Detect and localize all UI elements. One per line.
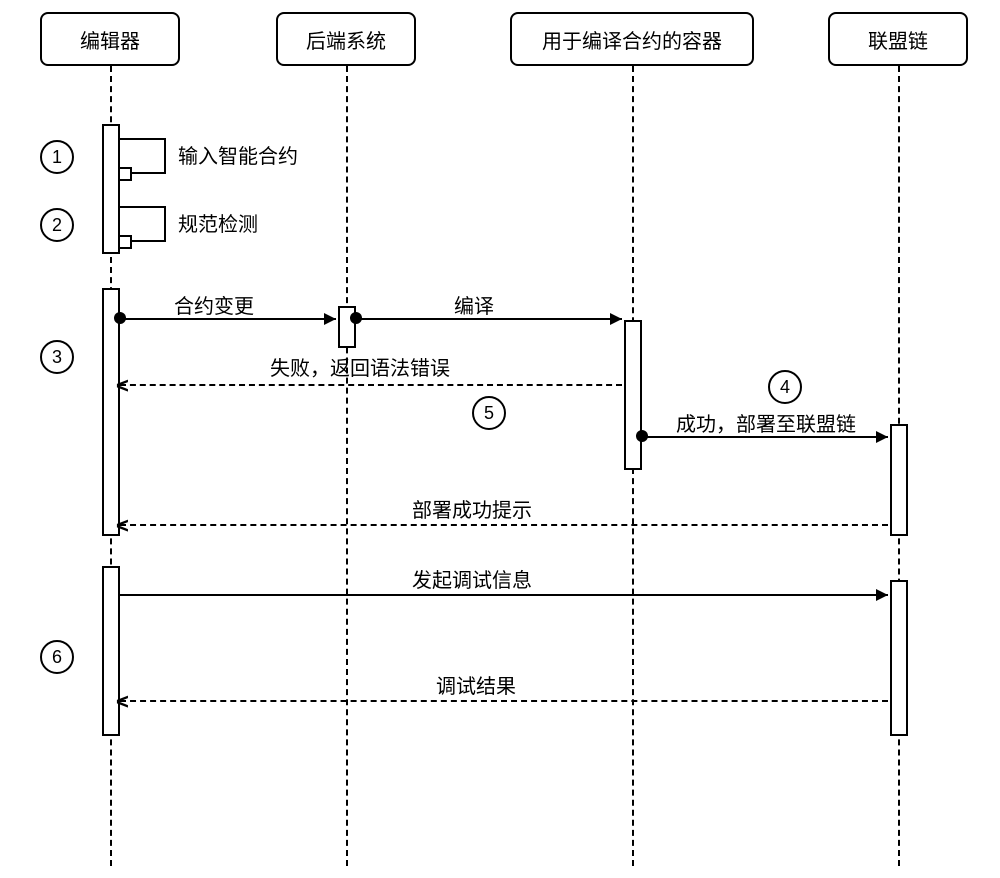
message-origin-dot [114,312,126,324]
message-origin-dot [636,430,648,442]
message-label: 成功，部署至联盟链 [676,408,856,437]
step-marker-5: 5 [472,396,506,430]
self-message-label: 规范检测 [178,208,258,237]
arrow-head-open-icon: < [116,373,129,399]
arrow-head-open-icon: < [116,689,129,715]
message-m5 [120,524,888,526]
arrow-head-open-icon: < [116,513,129,539]
step-marker-2: 2 [40,208,74,242]
step-marker-6: 6 [40,640,74,674]
sequence-diagram: 编辑器 后端系统 用于编译合约的容器 联盟链输入智能合约规范检测合约变更 编译 < 失败，返… [0,0,1000,878]
arrow-head-icon [324,313,336,325]
message-m7 [120,700,888,702]
arrow-head-icon [876,589,888,601]
message-label: 编译 [454,290,494,319]
self-message-label: 输入智能合约 [178,140,298,169]
step-marker-3: 3 [40,340,74,374]
participant-p1: 编辑器 [40,12,180,66]
message-origin-dot [350,312,362,324]
message-label: 调试结果 [436,670,516,699]
message-label: 部署成功提示 [412,494,532,523]
arrow-head-icon [610,313,622,325]
message-m3 [120,384,622,386]
step-marker-4: 4 [768,370,802,404]
activation-a4 [624,320,642,470]
participant-p2: 后端系统 [276,12,416,66]
lifeline-p2 [346,66,348,866]
activation-a7 [890,580,908,736]
message-label: 失败，返回语法错误 [270,352,450,381]
message-label: 发起调试信息 [412,564,532,593]
activation-a5 [890,424,908,536]
participant-p4: 联盟链 [828,12,968,66]
message-m6 [120,594,888,596]
message-label: 合约变更 [174,290,254,319]
self-loop-marker [118,167,132,181]
activation-a2 [102,288,120,536]
participant-p3: 用于编译合约的容器 [510,12,754,66]
arrow-head-icon [876,431,888,443]
step-marker-1: 1 [40,140,74,174]
self-loop-marker [118,235,132,249]
